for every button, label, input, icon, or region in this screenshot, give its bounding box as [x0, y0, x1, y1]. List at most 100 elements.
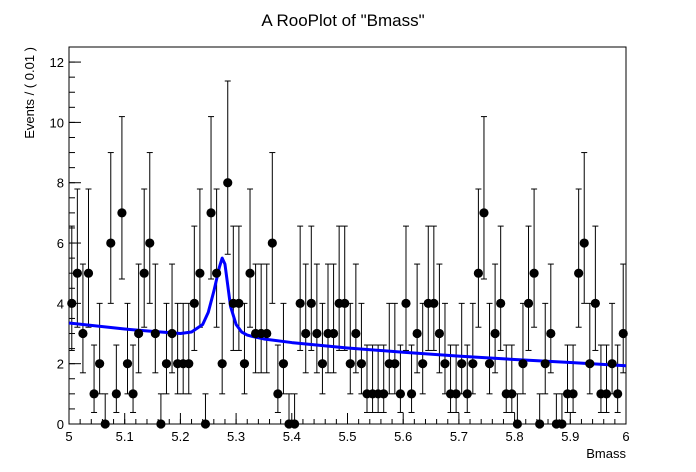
data-point: [613, 389, 623, 399]
data-point: [161, 359, 172, 369]
x-tick-label: 5.4: [283, 429, 301, 444]
data-point: [356, 359, 367, 369]
x-tick-label: 5.7: [450, 429, 468, 444]
data-point: [484, 359, 495, 369]
data-point: [418, 359, 428, 369]
data-point: [128, 389, 138, 399]
data-point: [462, 389, 472, 399]
fit-curve-group: [68, 256, 627, 368]
data-point: [557, 419, 567, 429]
data-point: [295, 298, 305, 308]
data-point: [200, 419, 211, 429]
data-point: [585, 359, 595, 369]
x-axis-label: Bmass: [586, 446, 626, 461]
data-point: [540, 359, 550, 369]
data-point: [262, 328, 272, 339]
data-point: [312, 328, 322, 339]
y-axis: 0 2 4 6 8 10 12: [50, 46, 81, 432]
data-point: [546, 328, 556, 339]
y-tick-label: 4: [57, 296, 64, 311]
data-point: [67, 298, 77, 308]
data-point: [579, 238, 589, 248]
x-tick-label: 5.2: [171, 429, 189, 444]
data-point: [351, 328, 361, 339]
data-point: [217, 359, 227, 369]
data-point: [496, 298, 506, 308]
data-point: [618, 328, 628, 339]
data-point: [535, 419, 545, 429]
data-point: [206, 208, 216, 218]
data-point: [590, 298, 600, 308]
data-point: [607, 359, 617, 369]
data-point: [345, 359, 355, 369]
data-point: [512, 419, 522, 429]
x-tick-label: 5.5: [338, 429, 356, 444]
data-point: [434, 328, 445, 339]
data-point: [278, 359, 289, 369]
data-point: [78, 328, 88, 339]
y-axis-label: Events / ( 0.01 ): [22, 47, 37, 139]
data-point: [306, 298, 316, 308]
data-point: [401, 298, 411, 308]
data-point: [457, 359, 467, 369]
fit-curve: [68, 256, 627, 368]
data-point: [574, 268, 584, 278]
data-point: [289, 419, 300, 429]
y-tick-label: 12: [50, 55, 64, 70]
data-point: [301, 328, 311, 339]
data-point: [83, 268, 94, 278]
data-point: [72, 268, 82, 278]
data-point: [451, 389, 461, 399]
x-tick-label: 5.6: [394, 429, 412, 444]
chart-title: A RooPlot of "Bmass": [261, 11, 424, 30]
data-point: [117, 208, 127, 218]
data-point: [429, 298, 439, 308]
data-point: [156, 419, 166, 429]
data-point: [139, 268, 149, 278]
data-point: [223, 178, 233, 188]
data-point: [529, 268, 539, 278]
plot-frame: [68, 46, 627, 425]
data-point: [111, 389, 121, 399]
data-point: [406, 389, 417, 399]
data-point: [328, 328, 339, 339]
data-point: [273, 389, 283, 399]
data-point: [195, 268, 205, 278]
x-tick-label: 5.8: [506, 429, 524, 444]
data-point: [122, 359, 133, 369]
data-point: [134, 328, 144, 339]
data-point: [490, 328, 500, 339]
data-point: [189, 298, 199, 308]
x-tick-label: 5: [65, 429, 72, 444]
data-point: [150, 328, 160, 339]
data-point: [317, 359, 328, 369]
data-point: [340, 298, 350, 308]
x-tick-label: 5.9: [561, 429, 579, 444]
data-point: [473, 268, 483, 278]
data-point: [245, 268, 255, 278]
y-tick-label: 0: [57, 417, 64, 432]
data-point: [507, 389, 517, 399]
y-tick-label: 8: [57, 176, 64, 191]
data-point: [145, 238, 155, 248]
data-point: [440, 359, 450, 369]
data-point: [468, 359, 478, 369]
x-tick-label: 5.1: [116, 429, 134, 444]
data-point: [184, 359, 194, 369]
data-point: [106, 238, 116, 248]
data-point: [167, 328, 177, 339]
y-tick-label: 10: [50, 115, 64, 130]
data-point: [379, 389, 389, 399]
x-tick-label: 5.3: [227, 429, 245, 444]
data-point: [601, 389, 612, 399]
data-point: [89, 389, 99, 399]
data-point: [95, 359, 105, 369]
y-tick-label: 2: [57, 357, 64, 372]
x-axis: 5 5.1 5.2 5.3 5.4 5.5 5.6 5.7 5.8 5.9 6: [65, 413, 630, 444]
y-tick-label: 6: [57, 236, 64, 251]
data-point: [412, 328, 422, 339]
x-tick-label: 6: [622, 429, 629, 444]
data-point: [479, 208, 489, 218]
